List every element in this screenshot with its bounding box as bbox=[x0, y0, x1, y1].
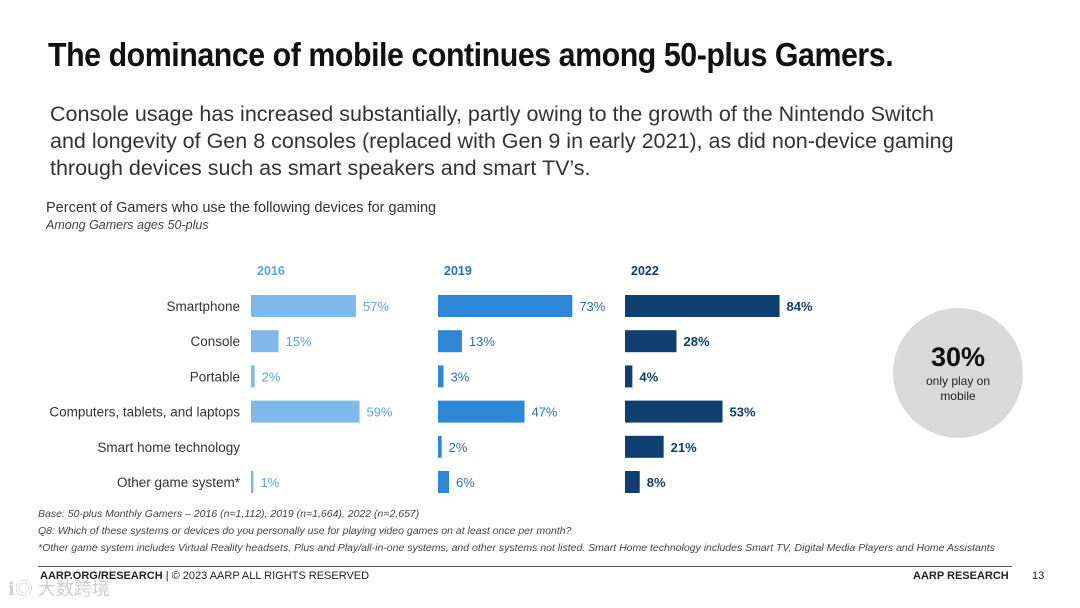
subtitle-line: Console usage has increased substantiall… bbox=[50, 102, 934, 126]
series-header-2019: 2019 bbox=[444, 264, 472, 278]
data-label-2022: 21% bbox=[671, 440, 697, 455]
footnote-definitions: *Other game system includes Virtual Real… bbox=[38, 542, 995, 554]
data-label-2022: 84% bbox=[787, 299, 813, 314]
category-label: Computers, tablets, and laptops bbox=[49, 405, 240, 420]
category-label: Console bbox=[190, 334, 240, 349]
page-title: The dominance of mobile continues among … bbox=[48, 36, 894, 73]
bar-2022 bbox=[625, 365, 633, 388]
data-label-2022: 53% bbox=[730, 405, 756, 420]
chart-heading: Percent of Gamers who use the following … bbox=[46, 200, 437, 216]
data-label-2019: 13% bbox=[469, 334, 495, 349]
series-header-2022: 2022 bbox=[631, 264, 659, 278]
bar-2016 bbox=[251, 330, 279, 353]
bar-2019 bbox=[438, 400, 525, 423]
bar-2019 bbox=[438, 435, 442, 458]
data-label-2016: 2% bbox=[262, 369, 281, 384]
callout-text: only play on mobile bbox=[925, 374, 991, 403]
data-label-2019: 73% bbox=[579, 299, 605, 314]
category-label: Smart home technology bbox=[97, 440, 240, 455]
category-label: Other game system* bbox=[117, 475, 241, 490]
page-subtitle: Console usage has increased substantiall… bbox=[50, 101, 1050, 182]
footer-copyright: | © 2023 AARP ALL RIGHTS RESERVED bbox=[162, 570, 370, 582]
bar-2022 bbox=[625, 435, 664, 458]
bar-2019 bbox=[438, 295, 573, 317]
bar-2016 bbox=[251, 295, 356, 317]
bar-2022 bbox=[625, 330, 677, 353]
footer-site-link[interactable]: AARP.ORG/RESEARCH bbox=[40, 570, 163, 582]
data-label-2019: 47% bbox=[531, 405, 557, 420]
data-label-2019: 3% bbox=[451, 369, 470, 384]
footer-left: AARP.ORG/RESEARCH | © 2023 AARP ALL RIGH… bbox=[40, 570, 369, 582]
data-label-2016: 1% bbox=[261, 475, 280, 490]
data-label-2022: 28% bbox=[684, 334, 710, 349]
data-label-2022: 8% bbox=[647, 475, 666, 490]
bar-2019 bbox=[438, 365, 444, 388]
footnote-base: Base: 50-plus Monthly Gamers – 2016 (n=1… bbox=[38, 508, 420, 520]
callout-value: 30% bbox=[930, 342, 986, 372]
bar-2022 bbox=[625, 400, 723, 423]
bar-2022 bbox=[625, 295, 780, 317]
bar-2016 bbox=[251, 400, 360, 423]
data-label-2022: 4% bbox=[639, 369, 658, 384]
data-label-2019: 6% bbox=[456, 475, 475, 490]
data-label-2016: 15% bbox=[286, 334, 312, 349]
subtitle-line: and longevity of Gen 8 consoles (replace… bbox=[50, 129, 954, 153]
watermark: ℹ◎ 大数跨境 bbox=[8, 579, 110, 599]
chart-subheading: Among Gamers ages 50-plus bbox=[46, 218, 209, 232]
footnotes: Base: 50-plus Monthly Gamers – 2016 (n=1… bbox=[38, 507, 1028, 558]
bar-2022 bbox=[625, 471, 640, 493]
bar-2019 bbox=[438, 471, 450, 493]
footer-divider bbox=[38, 566, 1012, 567]
bar-2016 bbox=[251, 471, 254, 493]
mobile-only-callout: 30% only play on mobile bbox=[893, 308, 1023, 438]
data-label-2016: 59% bbox=[367, 405, 393, 420]
bar-2019 bbox=[438, 330, 462, 353]
category-label: Portable bbox=[190, 369, 240, 384]
footnote-question: Q8: Which of these systems or devices do… bbox=[38, 525, 572, 537]
series-header-2016: 2016 bbox=[257, 264, 285, 278]
subtitle-line: through devices such as smart speakers a… bbox=[50, 156, 591, 180]
category-label: Smartphone bbox=[166, 299, 240, 314]
footer-brand: AARP RESEARCH bbox=[913, 570, 1009, 582]
page-number: 13 bbox=[1032, 570, 1045, 582]
data-label-2019: 2% bbox=[449, 440, 468, 455]
data-label-2016: 57% bbox=[363, 299, 389, 314]
bar-2016 bbox=[251, 365, 255, 388]
